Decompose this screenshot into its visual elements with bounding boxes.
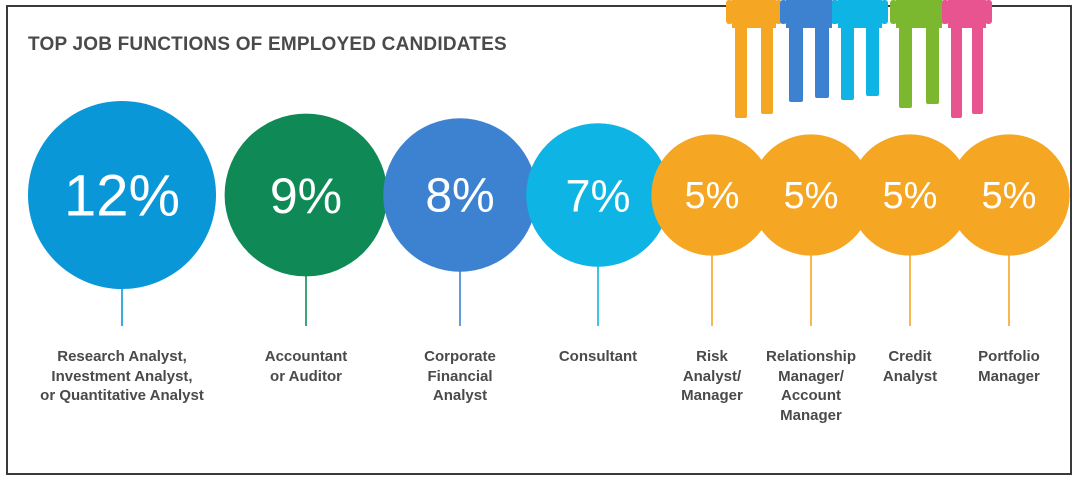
category-label-line: Manager: [681, 387, 743, 404]
bubble-value-label: 5%: [982, 175, 1037, 217]
category-label: Consultant: [559, 347, 637, 367]
category-label-line: Accountant: [264, 348, 348, 365]
category-label: Portfolio Manager: [978, 347, 1040, 386]
person-figure: [832, 0, 888, 100]
bubble-value-label: 8%: [425, 170, 494, 223]
category-label-line: Research Analyst,: [57, 348, 187, 365]
category-label-line: Credit: [888, 348, 932, 365]
category-label: Relationship Manager/Account Manager: [766, 347, 856, 425]
bubble-value-label: 5%: [784, 175, 839, 217]
people-figures-illustration: [726, 0, 992, 118]
category-label-line: Manager: [978, 367, 1040, 385]
category-label-line: Manager/: [778, 367, 844, 385]
value-bubble: [28, 101, 216, 289]
person-figure: [942, 0, 992, 118]
category-label-line: Investment Analyst,: [51, 367, 193, 385]
category-label-line: Consultant: [558, 348, 638, 365]
category-label: Risk Analyst/Manager: [681, 347, 743, 406]
category-label-line: Analyst: [432, 387, 488, 404]
bubble-value-label: 9%: [270, 168, 342, 224]
category-label-line: Analyst/: [682, 367, 742, 385]
bubble-value-label: 5%: [883, 175, 938, 217]
category-label: Accountant or Auditor: [265, 347, 348, 386]
bubble-value-label: 12%: [64, 164, 180, 229]
category-label-line: Portfolio: [978, 348, 1040, 365]
bubble-value-label: 7%: [565, 171, 630, 222]
category-label-line: or Quantitative Analyst: [40, 387, 204, 404]
category-label: Research Analyst, Investment Analyst, or Q…: [40, 347, 204, 406]
person-figure: [726, 0, 782, 118]
category-label-line: Account: [780, 387, 841, 404]
category-label-line: Analyst: [882, 367, 938, 385]
category-label-line: Relationship: [765, 348, 857, 365]
chart-title: TOP JOB FUNCTIONS OF EMPLOYED CANDIDATES: [28, 34, 507, 55]
value-bubble: [651, 134, 773, 256]
category-label-line: Corporate: [424, 348, 496, 365]
category-label-line: Financial: [427, 367, 493, 385]
value-bubble: [849, 134, 971, 256]
category-label-line: Risk: [696, 348, 728, 365]
bubble-value-label: 5%: [685, 175, 740, 217]
value-bubble: [750, 134, 872, 256]
category-label: Credit Analyst: [883, 347, 937, 386]
person-figure: [890, 0, 948, 108]
value-bubble: [526, 123, 670, 267]
category-label: Corporate Financial Analyst: [424, 347, 496, 406]
value-bubble: [383, 118, 537, 272]
value-bubble: [948, 134, 1070, 256]
category-label-line: Manager: [780, 406, 842, 424]
value-bubble: [224, 113, 388, 277]
category-label-line: or Auditor: [270, 367, 342, 385]
